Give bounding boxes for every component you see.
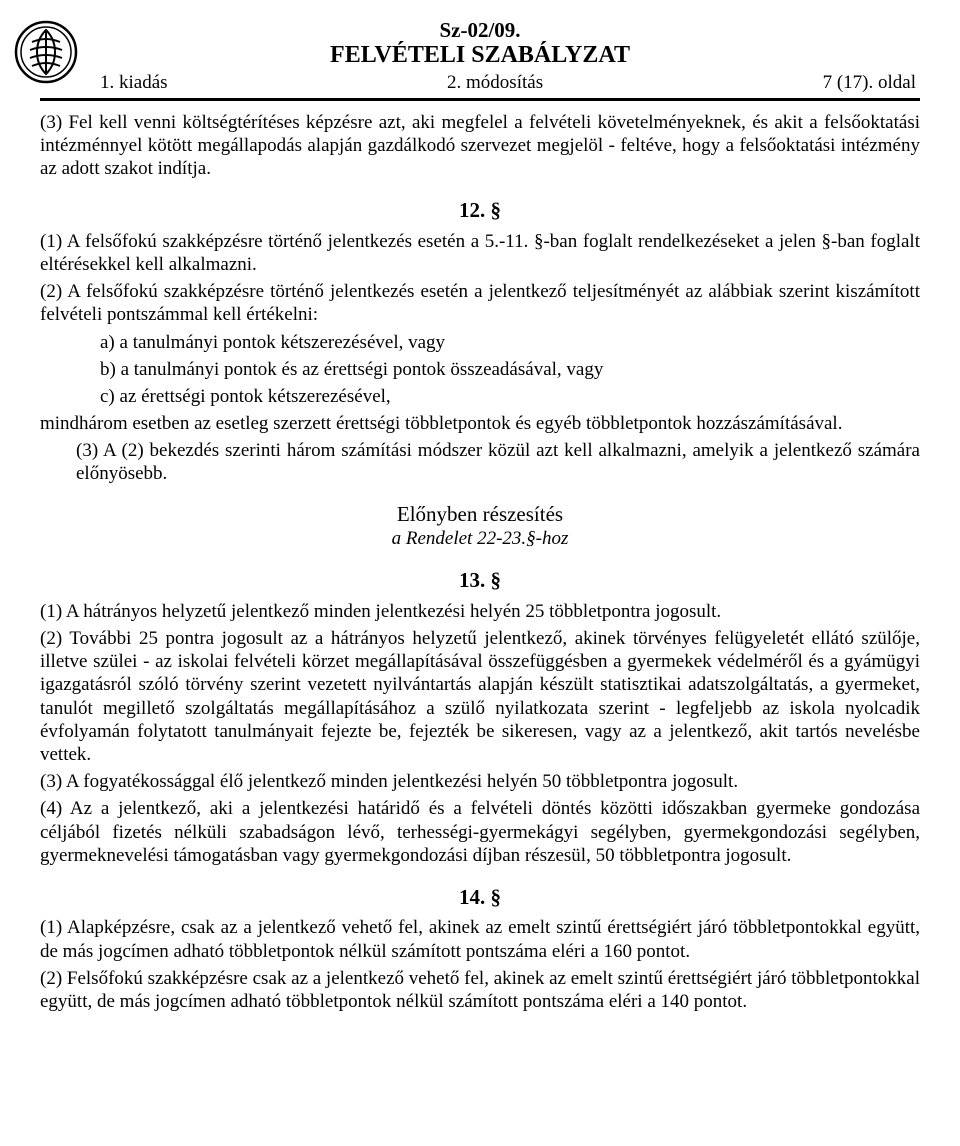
s12-p2-list: a) a tanulmányi pontok kétszerezésével, … [40, 331, 920, 409]
intro-p3: (3) Fel kell venni költségtérítéses képz… [40, 111, 920, 181]
s12-p2-b: b) a tanulmányi pontok és az érettségi p… [100, 358, 920, 381]
institution-logo [14, 20, 78, 84]
page: Sz-02/09. FELVÉTELI SZABÁLYZAT 1. kiadás… [0, 0, 960, 1146]
header-meta-row: 1. kiadás 2. módosítás 7 (17). oldal [40, 72, 920, 100]
meta-modification: 2. módosítás [447, 72, 543, 94]
meta-edition: 1. kiadás [100, 72, 168, 94]
header: Sz-02/09. FELVÉTELI SZABÁLYZAT 1. kiadás… [40, 18, 920, 101]
doc-code: Sz-02/09. [40, 18, 920, 42]
doc-title: FELVÉTELI SZABÁLYZAT [40, 42, 920, 70]
meta-page: 7 (17). oldal [823, 72, 916, 94]
preference-heading: Előnyben részesítés [40, 502, 920, 528]
s12-p2-a: a) a tanulmányi pontok kétszerezésével, … [100, 331, 920, 354]
section-12-number: 12. § [40, 198, 920, 224]
s13-p2: (2) További 25 pontra jogosult az a hátr… [40, 627, 920, 766]
header-rule [40, 100, 920, 101]
s14-p2: (2) Felsőfokú szakképzésre csak az a jel… [40, 967, 920, 1013]
s14-p1: (1) Alapképzésre, csak az a jelentkező v… [40, 916, 920, 962]
s12-p2-lead: (2) A felsőfokú szakképzésre történő jel… [40, 280, 920, 326]
section-14-number: 14. § [40, 885, 920, 911]
s13-p1: (1) A hátrányos helyzetű jelentkező mind… [40, 600, 920, 623]
s13-p3: (3) A fogyatékossággal élő jelentkező mi… [40, 770, 920, 793]
s13-p4: (4) Az a jelentkező, aki a jelentkezési … [40, 797, 920, 867]
preference-subheading: a Rendelet 22-23.§-hoz [40, 527, 920, 550]
s12-p2-c: c) az érettségi pontok kétszerezésével, [100, 385, 920, 408]
s12-p3: (3) A (2) bekezdés szerinti három számít… [40, 439, 920, 485]
s12-p1: (1) A felsőfokú szakképzésre történő jel… [40, 230, 920, 276]
s12-p2-tail: mindhárom esetben az esetleg szerzett ér… [40, 412, 920, 435]
section-13-number: 13. § [40, 568, 920, 594]
document-body: (3) Fel kell venni költségtérítéses képz… [40, 111, 920, 1013]
